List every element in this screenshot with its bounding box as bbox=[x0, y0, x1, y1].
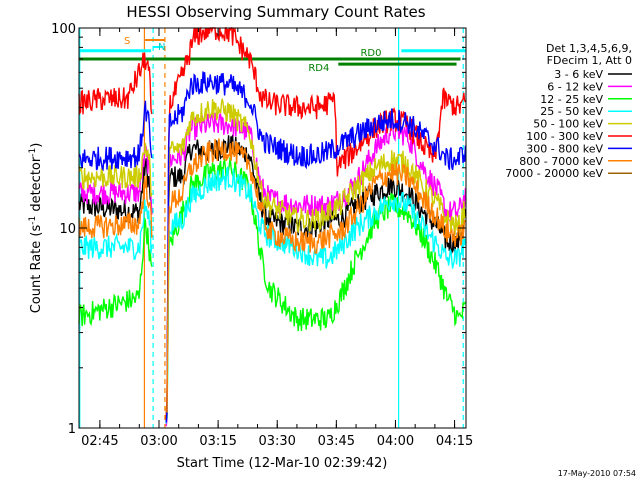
y-label-exponent-1: -1 bbox=[28, 216, 38, 225]
legend-header-2: FDecim 1, Att 0 bbox=[547, 54, 632, 67]
legend-label-1: 6 - 12 keV bbox=[547, 80, 603, 93]
x-tick-label-5: 04:00 bbox=[377, 434, 414, 449]
x-tick-label-3: 03:30 bbox=[258, 434, 295, 449]
legend-header-1: Det 1,3,4,5,6,9, bbox=[546, 42, 632, 55]
state-bars: RD0 RD4 bbox=[79, 39, 466, 74]
marker-n-label: N bbox=[158, 42, 165, 53]
legend-label-8: 7000 - 20000 keV bbox=[505, 167, 603, 180]
legend-label-5: 100 - 300 keV bbox=[526, 130, 603, 143]
footer-timestamp: 17-May-2010 07:54 bbox=[558, 469, 636, 478]
y-tick-label-0: 1 bbox=[68, 422, 76, 437]
y-axis-label: Count Rate (s-1 detector-1) bbox=[28, 143, 44, 314]
x-tick-label-1: 03:00 bbox=[140, 434, 177, 449]
x-tick-label-4: 03:45 bbox=[318, 434, 355, 449]
x-tick-label-0: 02:45 bbox=[81, 434, 118, 449]
y-tick-label-2: 100 bbox=[51, 22, 76, 37]
state-bar-label-rd4: RD4 bbox=[308, 63, 329, 74]
x-tick-label-2: 03:15 bbox=[199, 434, 236, 449]
axis-ticks: 02:45 03:00 03:15 03:30 03:45 04:00 04:15 1 10 10… bbox=[51, 22, 473, 449]
marker-s-label: S bbox=[124, 36, 130, 47]
y-label-part-1: Count Rate (s bbox=[29, 225, 44, 314]
y-label-exponent-2: -1 bbox=[28, 148, 38, 157]
series-line-6 bbox=[78, 71, 467, 423]
legend: Det 1,3,4,5,6,9, FDecim 1, Att 0 3 - 6 k… bbox=[505, 42, 632, 180]
y-label-part-2: detector bbox=[29, 156, 44, 216]
legend-label-0: 3 - 6 keV bbox=[554, 68, 603, 81]
legend-label-3: 25 - 50 keV bbox=[540, 105, 603, 118]
x-axis-label: Start Time (12-Mar-10 02:39:42) bbox=[177, 456, 388, 471]
x-tick-label-6: 04:15 bbox=[436, 434, 473, 449]
y-label-part-3: ) bbox=[29, 143, 44, 148]
legend-label-4: 50 - 100 keV bbox=[533, 118, 603, 131]
series-line-7 bbox=[78, 138, 467, 413]
state-bar-label-rd0: RD0 bbox=[360, 48, 381, 59]
y-tick-label-1: 10 bbox=[59, 222, 76, 237]
legend-label-2: 12 - 25 keV bbox=[540, 93, 603, 106]
data-series bbox=[78, 27, 467, 427]
series-line-5 bbox=[78, 27, 467, 420]
marker-labels: S N bbox=[124, 36, 165, 53]
legend-label-6: 300 - 800 keV bbox=[526, 142, 603, 155]
legend-label-7: 800 - 7000 keV bbox=[519, 155, 603, 168]
series-line-3 bbox=[78, 166, 467, 424]
chart-title: HESSI Observing Summary Count Rates bbox=[126, 3, 425, 21]
